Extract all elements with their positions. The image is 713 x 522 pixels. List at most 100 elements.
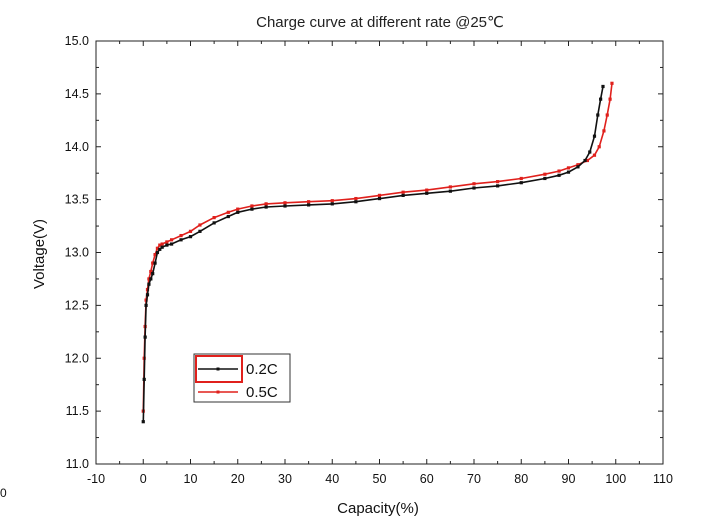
data-point — [153, 261, 157, 265]
data-point — [151, 272, 155, 276]
data-point — [179, 238, 183, 242]
data-point — [596, 113, 600, 117]
data-point — [198, 223, 202, 227]
data-point — [149, 269, 153, 274]
data-point — [597, 145, 601, 149]
data-point — [401, 190, 405, 194]
data-point — [212, 216, 216, 220]
x-tick-label: 100 — [605, 472, 626, 486]
plot-area — [95, 40, 664, 465]
data-point — [566, 170, 571, 174]
data-point — [599, 97, 603, 101]
y-axis: 11.0 11.5 12.0 12.5 13.0 13.5 14.0 14.5 15.0 — [65, 34, 663, 471]
data-point — [307, 200, 311, 204]
data-point — [496, 184, 500, 188]
y-tick-label: 14.5 — [65, 87, 89, 101]
legend-label: 0.2C — [246, 361, 278, 378]
series-0.2C — [141, 84, 605, 424]
data-point — [472, 182, 476, 186]
data-point — [141, 420, 145, 424]
data-point — [283, 201, 287, 205]
data-point — [592, 153, 597, 157]
data-point — [496, 180, 500, 184]
data-point — [448, 189, 452, 193]
data-point — [601, 84, 605, 89]
y-tick-label: 13.0 — [65, 246, 89, 260]
legend-marker — [216, 367, 220, 371]
y-tick-label: 12.0 — [65, 351, 89, 365]
data-point — [264, 205, 268, 209]
y-tick-label: 15.0 — [65, 34, 89, 48]
data-point — [264, 202, 268, 206]
data-point — [165, 243, 169, 247]
x-tick-label: 10 — [184, 472, 198, 486]
y-tick-label: 13.5 — [65, 193, 89, 207]
y-tick-label: 12.5 — [65, 298, 89, 312]
data-point — [354, 200, 358, 204]
data-point — [236, 210, 240, 214]
data-point — [283, 204, 287, 208]
x-tick-label: 0 — [140, 472, 147, 486]
y-axis-label: Voltage(V) — [31, 219, 48, 289]
data-point — [543, 176, 547, 181]
data-point — [592, 134, 597, 138]
data-point — [425, 188, 429, 192]
data-point — [226, 214, 230, 219]
data-point — [472, 186, 476, 190]
x-tick-label: 90 — [562, 472, 576, 486]
data-point — [212, 221, 216, 225]
data-point — [448, 185, 452, 189]
x-tick-label: -10 — [87, 472, 105, 486]
stray-label: 0 — [0, 486, 7, 500]
x-axis-label: Capacity(%) — [337, 500, 419, 517]
x-tick-label: 110 — [653, 472, 673, 486]
data-point — [142, 377, 146, 381]
y-tick-label: 14.0 — [65, 140, 89, 154]
data-point — [354, 196, 358, 201]
data-point — [160, 242, 164, 246]
data-point — [250, 204, 254, 208]
x-tick-label: 80 — [514, 472, 528, 486]
data-point — [147, 277, 151, 281]
data-point — [160, 245, 164, 249]
data-point — [576, 163, 580, 167]
data-point — [557, 173, 561, 177]
data-point — [143, 335, 147, 339]
data-point — [155, 246, 160, 250]
data-point — [151, 261, 155, 265]
data-point — [519, 176, 523, 181]
data-point — [583, 158, 587, 163]
data-point — [377, 193, 382, 197]
data-point — [330, 202, 334, 206]
legend-highlight — [195, 355, 243, 383]
data-point — [226, 210, 230, 214]
data-point — [608, 97, 612, 101]
data-point — [198, 229, 202, 233]
data-point — [425, 191, 429, 195]
data-point — [543, 172, 547, 176]
legend-label: 0.5C — [246, 384, 278, 401]
data-point — [602, 129, 606, 133]
y-tick-label: 11.0 — [66, 457, 89, 471]
data-point — [585, 158, 589, 163]
data-point — [576, 165, 580, 169]
legend: 0.2C 0.5C — [193, 353, 291, 403]
data-point — [170, 238, 174, 242]
data-point — [170, 242, 174, 246]
legend-marker — [216, 390, 220, 394]
data-point — [377, 196, 382, 201]
data-point — [153, 253, 157, 257]
data-point — [307, 203, 311, 207]
x-tick-label: 70 — [467, 472, 481, 486]
x-tick-label: 60 — [420, 472, 434, 486]
series-layer — [141, 81, 614, 424]
series-0.5C — [141, 81, 614, 413]
data-point — [588, 150, 592, 154]
data-point — [158, 247, 162, 251]
data-point — [401, 193, 405, 197]
data-point — [330, 199, 334, 203]
data-point — [155, 250, 160, 255]
data-point — [566, 166, 571, 170]
data-point — [188, 235, 193, 239]
x-tick-label: 30 — [278, 472, 292, 486]
